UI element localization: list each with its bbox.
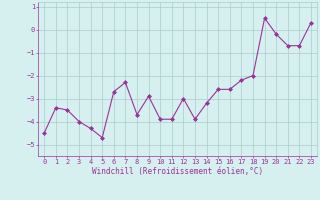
X-axis label: Windchill (Refroidissement éolien,°C): Windchill (Refroidissement éolien,°C) [92,167,263,176]
